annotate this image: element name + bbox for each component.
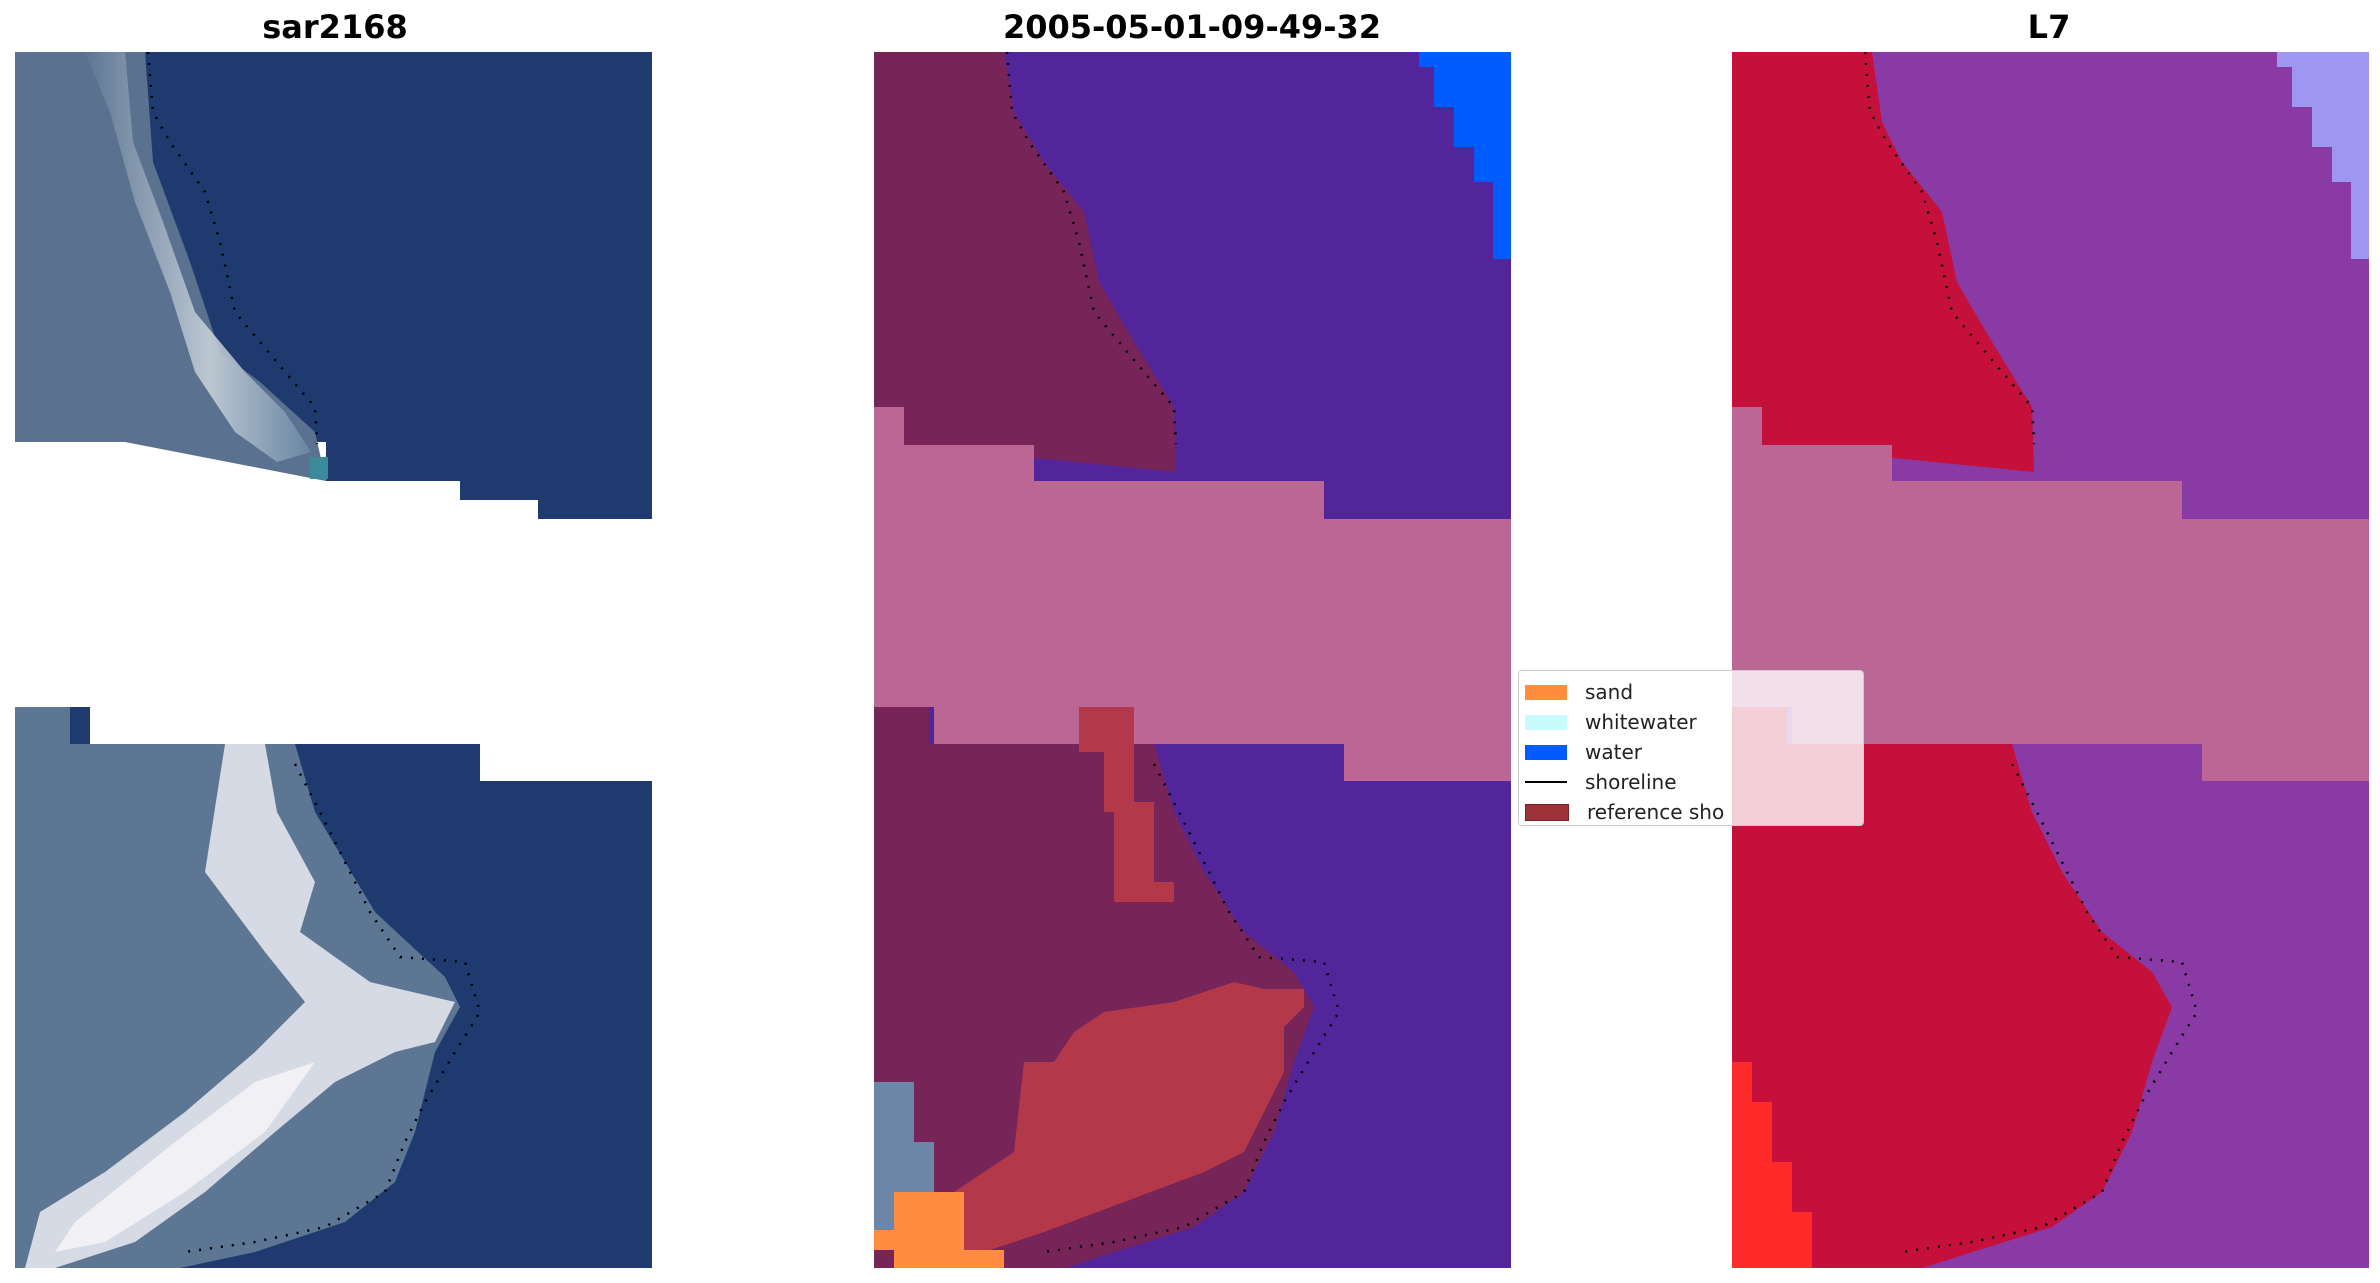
legend-swatch-shoreline	[1525, 781, 1567, 783]
legend-label-sand: sand	[1585, 680, 1634, 704]
rgb-bright-surf	[55, 1062, 315, 1252]
panel-title-middle: 2005-05-01-09-49-32	[1002, 8, 1382, 46]
legend-item-sand: sand	[1525, 679, 1633, 705]
index-light-patch	[2277, 52, 2369, 259]
index-land-lower	[1732, 707, 2172, 1268]
rgb-surf-lower	[25, 744, 455, 1268]
rgb-sea-lower	[15, 707, 290, 744]
shoreline-index	[1863, 52, 2036, 445]
rgb-land-lower	[15, 707, 460, 1268]
legend-item-shoreline: shoreline	[1525, 769, 1677, 795]
legend-swatch-water	[1525, 744, 1567, 760]
classified-sand	[874, 1192, 1004, 1268]
legend-label-whitewater: whitewater	[1585, 710, 1697, 734]
legend-item-water: water	[1525, 739, 1642, 765]
legend-swatch-sand	[1525, 684, 1567, 700]
rgb-lower-tile	[15, 707, 652, 1268]
classified-rgb-corner	[874, 1082, 934, 1230]
classified-land-upper	[874, 52, 1176, 472]
legend-swatch-whitewater	[1525, 714, 1567, 730]
legend-label-reference-shore: reference sho	[1587, 800, 1725, 824]
index-image-panel	[1732, 52, 2369, 1268]
classified-cloud-band	[874, 407, 1511, 781]
legend-item-reference-shore: reference sho	[1525, 799, 1724, 825]
index-cloud-band	[1732, 407, 2369, 781]
classified-reference-shore	[1079, 707, 1174, 902]
legend-label-water: water	[1585, 740, 1642, 764]
rgb-image-panel	[15, 52, 652, 1268]
legend-label-shoreline: shoreline	[1585, 770, 1677, 794]
legend-item-whitewater: whitewater	[1525, 709, 1697, 735]
classified-water-patch-blue	[1419, 52, 1511, 259]
shoreline-rgb	[146, 52, 319, 445]
classified-reference-shore-lower	[934, 982, 1304, 1268]
rgb-upper-tile	[15, 52, 652, 519]
rgb-surf	[85, 52, 311, 462]
index-land-upper	[1732, 52, 2034, 472]
panel-title-right: L7	[2027, 8, 2071, 46]
index-bright-corner	[1732, 1062, 1812, 1268]
panel-title-left: sar2168	[262, 8, 408, 46]
shoreline-classified	[1005, 52, 1178, 445]
legend-swatch-reference-shore	[1525, 803, 1569, 821]
rgb-cyan-pixel	[310, 457, 328, 479]
legend: sand whitewater water shoreline referenc…	[1518, 670, 1864, 826]
classified-image-panel	[874, 52, 1511, 1268]
